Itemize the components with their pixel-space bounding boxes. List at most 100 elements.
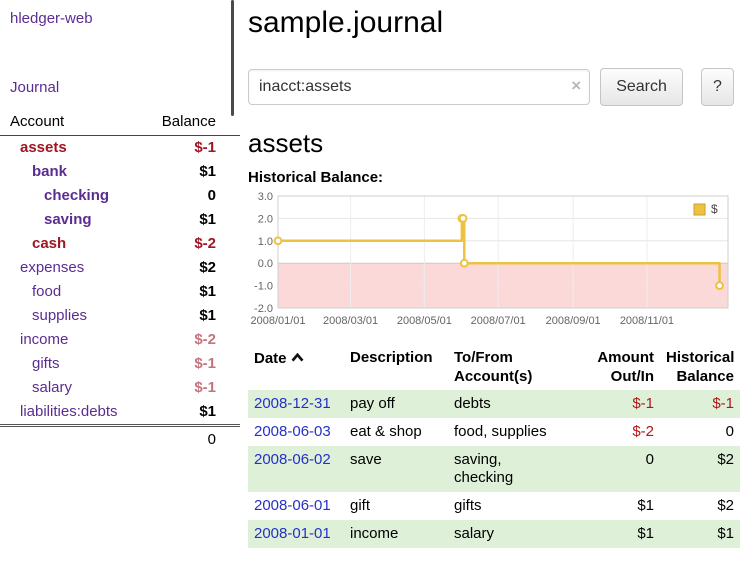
transaction-amount: $1 [637,525,654,542]
transaction-date-cell: 2008-01-01 [248,520,344,548]
account-link[interactable]: bank [32,163,68,180]
account-balance: $-2 [194,235,216,252]
account-name-cell: gifts [0,352,137,376]
transaction-balance: $2 [717,497,734,514]
accounts-header-balance: Balance [137,110,240,136]
account-name-cell: expenses [0,256,137,280]
register-header-date-label: Date [254,350,287,367]
accounts-table: Account Balance assets $-1 bank $1 checking 0… [0,110,240,453]
search-box: × [248,69,591,105]
transaction-description: save [350,451,382,468]
register-header-amount: Amount Out/In [597,349,654,385]
search-input[interactable] [248,69,591,105]
legend-swatch [693,203,706,216]
register-header-accounts: To/From Account(s) [454,349,533,385]
transaction-date-cell: 2008-12-31 [248,390,344,418]
transaction-date-link[interactable]: 2008-12-31 [254,395,331,412]
account-link[interactable]: cash [32,235,67,252]
svg-text:2008/07/01: 2008/07/01 [471,315,526,327]
account-link[interactable]: food [32,283,62,300]
chart-title: Historical Balance: [248,169,384,186]
accounts-header-row: Account Balance [0,110,240,136]
sort-ascending-icon [291,348,304,367]
account-name-cell: food [0,280,137,304]
svg-text:2008/01/01: 2008/01/01 [250,315,305,327]
transaction-balance: 0 [725,423,734,440]
transaction-date-link[interactable]: 2008-06-03 [254,423,331,440]
account-row: saving $1 [0,208,240,232]
account-name-cell: checking [0,184,137,208]
register-row: 2008-06-01 gift gifts $1 $2 [248,492,740,520]
account-row: checking 0 [0,184,240,208]
transaction-date-link[interactable]: 2008-06-01 [254,497,331,514]
register-row: 2008-01-01 income salary $1 $1 [248,520,740,548]
svg-text:2008/03/01: 2008/03/01 [323,315,378,327]
sidebar: hledger-web Journal Account Balance asse… [0,0,240,548]
transaction-description: eat & shop [350,423,422,440]
account-link[interactable]: salary [32,379,73,396]
svg-text:2008/09/01: 2008/09/01 [546,315,601,327]
register-header-date[interactable]: Date [248,344,344,390]
register-header-description: Description [350,349,433,366]
balance-chart: 3.0 2.0 1.0 0.0 -1.0 -2.0 2008/01/01 2008/03/01… [248,190,734,332]
register-row: 2008-06-03 eat & shop food, supplies $-2 0 [248,418,740,446]
svg-text:2008/11/01: 2008/11/01 [620,315,674,327]
transaction-date-cell: 2008-06-03 [248,418,344,446]
transaction-description: pay off [350,395,395,412]
register-header-row: Date Description To/From Account(s) Amou… [248,344,740,390]
account-balance: $1 [199,307,216,324]
svg-text:2.0: 2.0 [258,213,273,225]
account-row: income $-2 [0,328,240,352]
transaction-amount: 0 [645,451,654,468]
transaction-accounts: saving, checking [454,451,514,486]
svg-text:2008/05/01: 2008/05/01 [397,315,452,327]
account-balance: $2 [199,259,216,276]
accounts-total-spacer [0,424,138,453]
search-row: × Search ? [248,68,734,106]
account-name-cell: liabilities:debts [0,400,137,426]
account-row: bank $1 [0,160,240,184]
sidebar-scrollbar[interactable] [231,0,234,116]
accounts-total-value: 0 [137,424,240,453]
transaction-date-cell: 2008-06-02 [248,446,344,492]
register-row: 2008-12-31 pay off debts $-1 $-1 [248,390,740,418]
account-balance: $-1 [194,139,216,156]
account-link[interactable]: supplies [32,307,88,324]
account-balance: $1 [199,403,216,420]
account-balance: 0 [207,187,216,204]
transaction-accounts: gifts [454,497,482,514]
svg-text:-1.0: -1.0 [254,281,273,293]
account-row: supplies $1 [0,304,240,328]
search-button[interactable]: Search [600,68,683,106]
legend-label: $ [711,202,718,216]
transaction-description: income [350,525,399,542]
main-content: sample.journal × Search ? assets Histori… [240,0,742,548]
account-link[interactable]: gifts [32,355,60,372]
clear-search-icon[interactable]: × [571,76,582,95]
account-row: assets $-1 [0,136,240,161]
app-title-link[interactable]: hledger-web [10,10,93,27]
account-link[interactable]: assets [20,139,67,156]
help-button[interactable]: ? [700,68,734,106]
account-balance: $-1 [194,355,216,372]
account-link[interactable]: expenses [20,259,85,276]
nav-journal-link[interactable]: Journal [10,79,60,96]
transaction-amount: $-2 [632,423,654,440]
svg-text:3.0: 3.0 [258,191,273,203]
transaction-amount: $1 [637,497,654,514]
account-link[interactable]: saving [44,211,92,228]
account-name-cell: bank [0,160,137,184]
account-row: liabilities:debts $1 [0,400,240,426]
transaction-date-link[interactable]: 2008-06-02 [254,451,331,468]
accounts-total-row: 0 [0,424,240,453]
transaction-date-link[interactable]: 2008-01-01 [254,525,331,542]
account-link[interactable]: income [20,331,69,348]
account-link[interactable]: liabilities:debts [20,403,118,420]
register-header-balance: Historical Balance [666,349,735,385]
account-name-cell: salary [0,376,137,400]
account-name-cell: cash [0,232,137,256]
account-link[interactable]: checking [44,187,110,204]
transaction-accounts: salary [454,525,495,542]
account-row: gifts $-1 [0,352,240,376]
register-table: Date Description To/From Account(s) Amou… [248,344,740,548]
